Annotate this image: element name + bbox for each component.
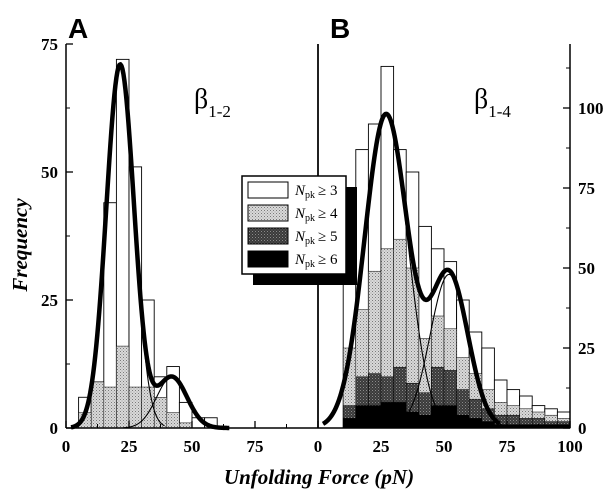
panel-b-label: B — [330, 13, 350, 44]
x-tick-label-a-2: 50 — [184, 437, 201, 456]
x-tick-label-b-0: 0 — [314, 437, 323, 456]
svg-text:β1-4: β1-4 — [474, 84, 511, 121]
x-tick-label-a-3: 75 — [247, 437, 264, 456]
panel-b-annotation-symbol: β — [474, 84, 488, 115]
y-tick-label-b-4: 100 — [578, 99, 604, 118]
y-tick-label-a-1: 25 — [41, 291, 58, 310]
y-tick-label-b-2: 50 — [578, 259, 595, 278]
bar-a-s1-b4 — [128, 386, 142, 429]
legend-label-3: Npk ≥ 6 — [294, 252, 338, 270]
fit-total-b — [321, 111, 501, 426]
y-tick-label-b-3: 75 — [578, 179, 595, 198]
bar-b-s3-b9 — [456, 414, 470, 429]
bar-a-s1-b7 — [166, 412, 180, 429]
x-tick-label-b-4: 100 — [557, 437, 583, 456]
panel-a-label: A — [68, 13, 88, 44]
x-tick-label-b-1: 25 — [373, 437, 390, 456]
y-axis-title: Frequency — [8, 198, 32, 293]
panel-b-annotation-subscript: 1-4 — [488, 102, 511, 121]
bar-b-s3-b7 — [431, 405, 445, 429]
legend-label-2: Npk ≥ 5 — [294, 229, 338, 247]
x-tick-label-a-1: 25 — [121, 437, 138, 456]
bar-a-s1-b5 — [141, 386, 155, 429]
legend-label-1: Npk ≥ 4 — [294, 206, 338, 224]
legend-swatch-3 — [247, 250, 289, 268]
x-axis-title: Unfolding Force (pN) — [224, 465, 414, 489]
x-tick-label-a-0: 0 — [62, 437, 71, 456]
panel-a-annotation-subscript: 1-2 — [208, 102, 231, 121]
y-tick-label-b-1: 25 — [578, 339, 595, 358]
x-tick-label-b-2: 50 — [436, 437, 453, 456]
bar-b-s3-b4 — [393, 402, 407, 429]
legend-swatch-0 — [247, 181, 289, 199]
bar-b-s3-b6 — [418, 414, 432, 429]
panel-a-annotation: β1-2 — [194, 84, 231, 121]
bar-a-s1-b3 — [116, 345, 130, 429]
svg-text:β1-2: β1-2 — [194, 84, 231, 121]
bar-b-s3-b2 — [368, 405, 382, 429]
bar-b-s3-b1 — [355, 405, 369, 429]
bar-a-s1-b8 — [179, 422, 193, 429]
panel-b-annotation: β1-4 — [474, 84, 511, 121]
y-tick-label-a-3: 75 — [41, 35, 58, 54]
x-tick-label-b-3: 75 — [499, 437, 516, 456]
legend-swatch-1 — [247, 204, 289, 222]
legend-swatch-2 — [247, 227, 289, 245]
fit-total-a — [69, 62, 231, 431]
bar-b-s3-b11 — [481, 421, 495, 429]
bar-b-s3-b3 — [380, 402, 394, 429]
panel-a-plot: 0 25 50 75 0 25 50 75 — [41, 35, 319, 456]
legend-label-0: Npk ≥ 3 — [294, 183, 338, 201]
legend: Npk ≥ 3 Npk ≥ 4 Npk ≥ 5 Npk ≥ 6 — [241, 175, 352, 280]
y-tick-label-a-2: 50 — [41, 163, 58, 182]
panel-a-annotation-symbol: β — [194, 84, 208, 115]
bar-a-s1-b2 — [103, 386, 117, 429]
y-tick-label-b-0: 0 — [578, 419, 587, 438]
y-tick-label-a-0: 0 — [50, 419, 59, 438]
